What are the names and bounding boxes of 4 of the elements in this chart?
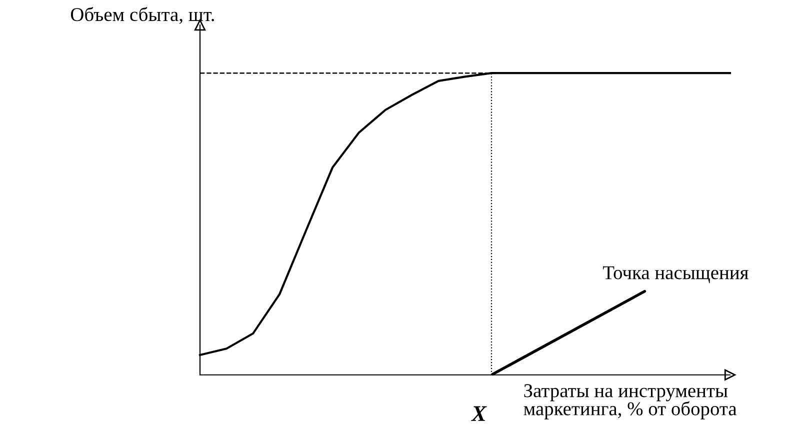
text: X — [471, 406, 487, 421]
y-axis-title: Объем сбыта, шт. — [70, 7, 214, 24]
annotation: Точка насыщения — [602, 266, 748, 284]
x-axis-title: Затраты на инструменты маркетинга, % от оборота — [524, 384, 737, 420]
